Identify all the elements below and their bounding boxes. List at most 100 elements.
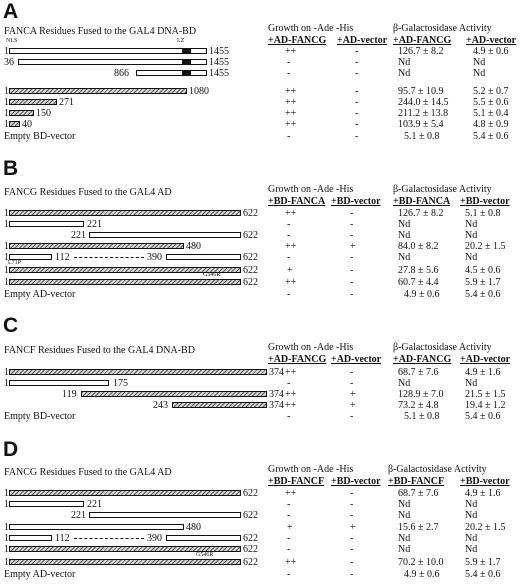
construct-row: 1 480 + + 15.6 ± 2.7 20.2 ± 1.5 xyxy=(0,522,520,533)
beta-value-2: Nd xyxy=(465,230,478,241)
empty-vector-label: Empty AD-vector xyxy=(4,289,76,300)
beta-value-2: 5.4 ± 0.6 xyxy=(465,411,501,422)
construct-row: 1 622 ++ - 70.2 ± 10.0 5.9 ± 1.7 xyxy=(0,557,520,568)
beta-col-1: +BD-FANCF xyxy=(388,476,445,487)
construct-row: 1 175 - - Nd Nd xyxy=(0,378,520,389)
beta-value-1: 4.9 ± 0.6 xyxy=(404,569,440,580)
construct-row: 866 1455 - - Nd Nd xyxy=(0,68,520,79)
start-residue: 1 xyxy=(4,208,9,219)
panel-title: FANCG Residues Fused to the GAL4 AD xyxy=(4,467,172,478)
beta-value-2: Nd xyxy=(465,510,478,521)
growth-col-1: +BD-FANCF xyxy=(268,476,325,487)
growth-value-1: - xyxy=(287,510,291,521)
growth-value-1: ++ xyxy=(285,557,297,568)
start-residue: 1 xyxy=(4,499,9,510)
growth-value-1: - xyxy=(287,131,291,142)
deletion-gap xyxy=(74,257,144,258)
growth-value-2: + xyxy=(350,522,356,533)
beta-value-2: 5.2 ± 0.7 xyxy=(473,86,509,97)
construct-row: 1 622 + - 27.8 ± 5.6 4.5 ± 0.6 xyxy=(0,265,520,276)
growth-value-1: ++ xyxy=(285,277,297,288)
construct-row: 243 374 ++ + 73.2 ± 4.8 19.4 ± 1.2 xyxy=(0,400,520,411)
construct-bar xyxy=(166,254,241,260)
beta-value-1: 128.9 ± 7.0 xyxy=(398,389,444,400)
beta-value-2: Nd xyxy=(465,252,478,263)
start-residue: 1 xyxy=(4,277,9,288)
beta-value-1: Nd xyxy=(398,219,411,230)
end-residue: 622 xyxy=(243,557,258,568)
start-residue: 1 xyxy=(4,97,9,108)
deletion-start: 112 xyxy=(55,533,70,544)
empty-vector-row: Empty BD-vector - - 5.1 ± 0.8 5.4 ± 0.6 xyxy=(0,131,520,142)
end-residue: 271 xyxy=(59,97,74,108)
empty-vector-row: Empty AD-vector - - 4.9 ± 0.6 5.4 ± 0.6 xyxy=(0,289,520,300)
construct-row: 1 40 ++ - 103.9 ± 5.4 4.8 ± 0.9 xyxy=(0,119,520,130)
growth-value-1: ++ xyxy=(285,46,297,57)
construct-bar xyxy=(166,535,241,541)
end-residue: 622 xyxy=(243,533,258,544)
growth-value-2: - xyxy=(350,557,354,568)
beta-value-2: 5.9 ± 1.7 xyxy=(465,277,501,288)
end-residue: 622 xyxy=(243,277,258,288)
end-residue: 150 xyxy=(36,108,51,119)
growth-value-1: - xyxy=(287,411,291,422)
beta-value-2: Nd xyxy=(465,499,478,510)
growth-col-2: +BD-vector xyxy=(331,196,381,207)
beta-col-1: +AD-FANCG xyxy=(393,35,452,46)
end-residue: 40 xyxy=(22,119,32,130)
beta-value-2: 4.9 ± 0.6 xyxy=(473,46,509,57)
panel-d: D FANCG Residues Fused to the GAL4 AD Gr… xyxy=(0,428,520,587)
beta-value-1: 103.9 ± 5.4 xyxy=(398,119,444,130)
growth-value-2: - xyxy=(355,119,359,130)
growth-title: Growth on -Ade -His xyxy=(268,342,354,353)
lz-domain xyxy=(182,59,191,65)
growth-value-1: - xyxy=(287,68,291,79)
end-residue: 622 xyxy=(243,252,258,263)
beta-value-1: 5.1 ± 0.8 xyxy=(404,131,440,142)
growth-value-1: - xyxy=(287,219,291,230)
construct-bar xyxy=(18,59,207,65)
growth-value-1: + xyxy=(287,265,293,276)
beta-value-1: 60.7 ± 4.4 xyxy=(398,277,439,288)
growth-value-2: - xyxy=(350,569,354,580)
construct-bar xyxy=(136,70,207,76)
lz-marker: LZ xyxy=(177,38,185,44)
beta-value-1: Nd xyxy=(398,230,411,241)
growth-title: Growth on -Ade -His xyxy=(268,23,354,34)
start-residue: 1 xyxy=(4,378,9,389)
lz-domain xyxy=(182,70,191,76)
beta-col-2: +AD-vector xyxy=(466,35,517,46)
deletion-gap xyxy=(74,538,144,539)
growth-value-2: - xyxy=(350,265,354,276)
construct-bar xyxy=(9,243,184,249)
growth-value-2: + xyxy=(350,241,356,252)
beta-title: β-Galactosidase Activity xyxy=(393,342,492,353)
growth-value-2: - xyxy=(350,367,354,378)
growth-value-1: - xyxy=(287,569,291,580)
beta-value-1: 68.7 ± 7.6 xyxy=(398,367,439,378)
beta-value-2: 4.5 ± 0.6 xyxy=(465,265,501,276)
beta-value-1: Nd xyxy=(398,68,411,79)
construct-row: 1 622 ++ - 60.7 ± 4.4 5.9 ± 1.7 xyxy=(0,277,520,288)
growth-value-1: - xyxy=(287,57,291,68)
growth-value-1: ++ xyxy=(285,86,297,97)
growth-value-1: - xyxy=(287,230,291,241)
construct-row: 1 480 ++ + 84.0 ± 8.2 20.2 ± 1.5 xyxy=(0,241,520,252)
growth-col-1: +AD-FANCG xyxy=(268,354,327,365)
construct-row: 1 622 ++ - 126.7 ± 8.2 5.1 ± 0.8 xyxy=(0,208,520,219)
growth-value-2: - xyxy=(350,289,354,300)
construct-row: 1 374 ++ - 68.7 ± 7.6 4.9 ± 1.6 xyxy=(0,367,520,378)
end-residue: 374 xyxy=(269,400,284,411)
construct-row: 1 1080 ++ - 95.7 ± 10.9 5.2 ± 0.7 xyxy=(0,86,520,97)
nls-marker: NLS xyxy=(6,38,18,44)
growth-col-2: +AD-vector xyxy=(337,35,388,46)
construct-row: 1 221 - - Nd Nd xyxy=(0,499,520,510)
beta-title: β-Galactosidase Activity xyxy=(393,184,492,195)
beta-col-2: +AD-vector xyxy=(460,354,511,365)
deletion-end: 390 xyxy=(147,252,162,263)
growth-value-1: - xyxy=(287,378,291,389)
construct-bar xyxy=(9,99,57,105)
beta-value-1: 27.8 ± 5.6 xyxy=(398,265,439,276)
beta-col-2: +BD-vector xyxy=(460,476,510,487)
growth-value-2: - xyxy=(355,68,359,79)
